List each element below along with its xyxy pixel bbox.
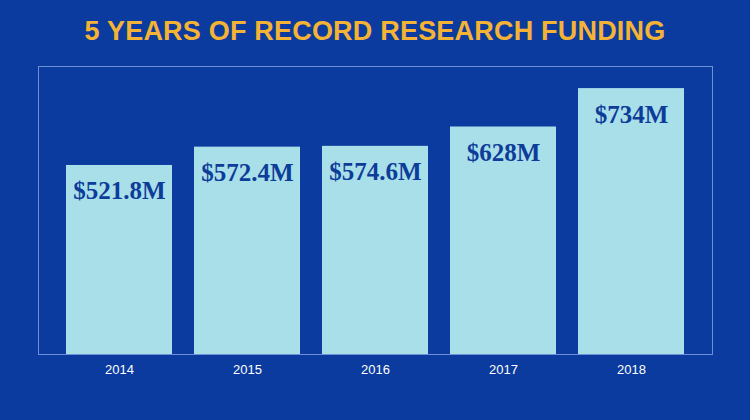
svg-text:2016: 2016 [361, 362, 390, 377]
svg-text:$572.4M: $572.4M [201, 159, 293, 186]
svg-text:2015: 2015 [233, 362, 262, 377]
html-text:5 YEARS OF RECORD RESEARCH FUN: 5 YEARS OF RECORD RESEARCH FUNDING [84, 16, 666, 46]
svg-text:2017: 2017 [489, 362, 518, 377]
svg-text:$521.8M: $521.8M [73, 177, 165, 204]
svg-text:$734M: $734M [595, 101, 669, 128]
svg-text:$574.6M: $574.6M [329, 158, 421, 185]
svg-text:$628M: $628M [467, 139, 541, 166]
svg-text:2018: 2018 [617, 362, 646, 377]
svg-text:2014: 2014 [105, 362, 134, 377]
